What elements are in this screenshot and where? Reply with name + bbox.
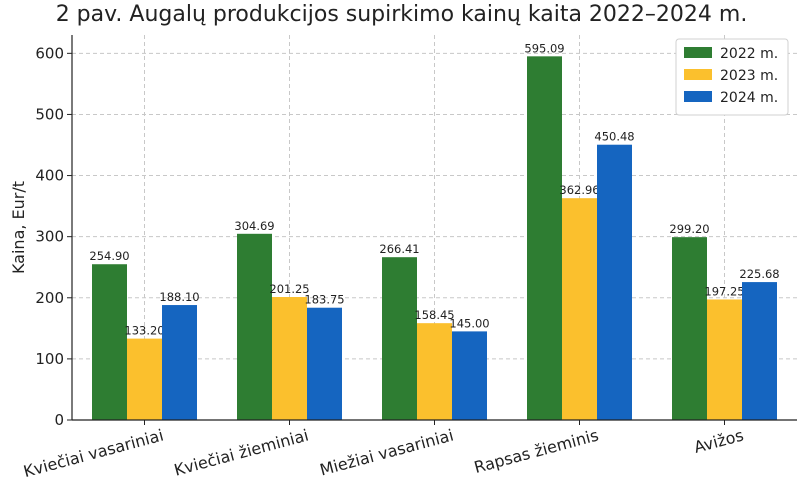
bar: [127, 338, 162, 420]
bar-value-label: 158.45: [414, 308, 454, 322]
legend-label: 2022 m.: [720, 46, 778, 62]
bar-value-label: 145.00: [449, 316, 489, 330]
y-axis-label: Kaina, Eur/t: [9, 181, 28, 274]
y-tick-label: 500: [35, 105, 64, 123]
y-tick-label: 0: [54, 411, 64, 429]
bar: [417, 323, 452, 420]
x-tick-label: Kviečiai vasariniai: [21, 426, 165, 482]
bar-value-label: 188.10: [159, 290, 199, 304]
bar: [162, 305, 197, 420]
bar-value-label: 266.41: [379, 242, 419, 256]
bar-value-label: 304.69: [234, 219, 274, 233]
x-tick-label: Kviečiai žieminiai: [172, 426, 311, 480]
bar: [672, 237, 707, 420]
bar: [562, 198, 597, 420]
y-tick-label: 200: [35, 289, 64, 307]
bar: [272, 297, 307, 420]
bar-value-label: 197.25: [704, 284, 744, 298]
bar: [92, 264, 127, 420]
legend-swatch: [684, 91, 712, 102]
legend-swatch: [684, 69, 712, 80]
bar: [307, 307, 342, 420]
bar-value-label: 450.48: [594, 130, 634, 144]
bar-value-label: 133.20: [124, 324, 164, 338]
bar: [707, 299, 742, 420]
bar-value-label: 201.25: [269, 282, 309, 296]
bar: [382, 257, 417, 420]
y-tick-label: 600: [35, 44, 64, 62]
bar: [452, 331, 487, 420]
bar: [527, 56, 562, 420]
bar-value-label: 183.75: [304, 293, 344, 307]
bar: [597, 144, 632, 420]
chart-title: 2 pav. Augalų produkcijos supirkimo kain…: [55, 2, 748, 27]
bar-value-label: 225.68: [739, 267, 779, 281]
bar-value-label: 254.90: [89, 249, 129, 263]
legend-swatch: [684, 47, 712, 58]
y-tick-label: 100: [35, 350, 64, 368]
bar-value-label: 299.20: [669, 222, 709, 236]
bar-value-label: 362.96: [559, 183, 599, 197]
x-tick-label: Rapsas žieminis: [472, 426, 600, 477]
y-tick-label: 400: [35, 167, 64, 185]
bar: [237, 233, 272, 420]
legend-label: 2023 m.: [720, 68, 778, 84]
bar: [742, 282, 777, 420]
bar-value-label: 595.09: [524, 41, 564, 55]
y-tick-label: 300: [35, 228, 64, 246]
x-tick-label: Miežiai vasariniai: [318, 426, 456, 480]
x-tick-label: Avižos: [692, 426, 746, 457]
legend-label: 2024 m.: [720, 90, 778, 106]
